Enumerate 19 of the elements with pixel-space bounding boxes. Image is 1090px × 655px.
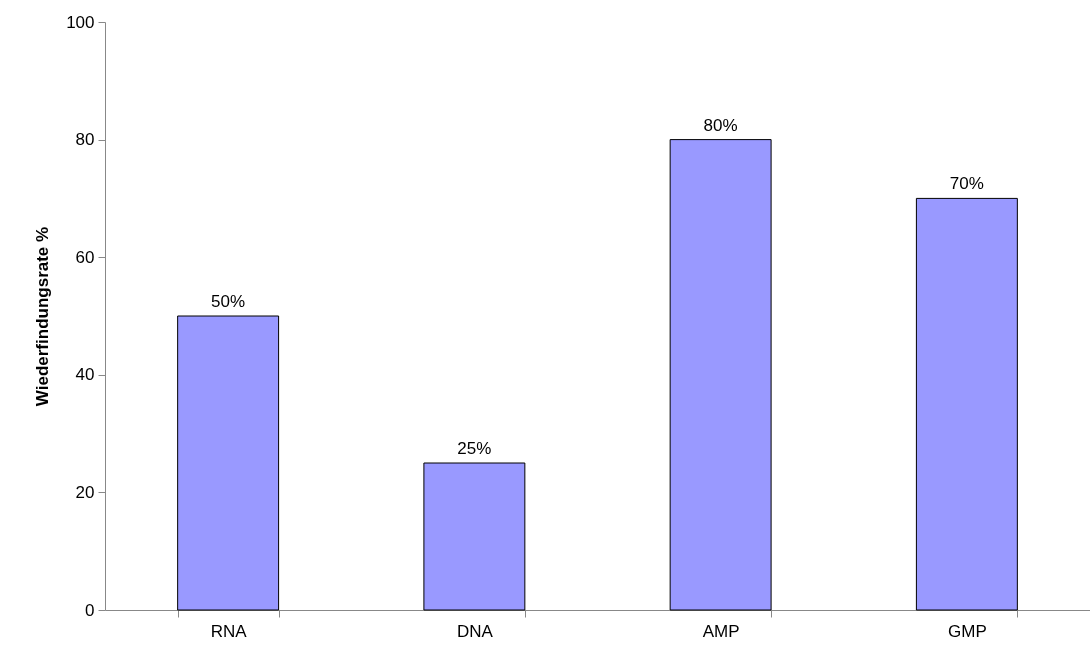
bar — [423, 462, 526, 611]
y-tick-label: 100 — [66, 12, 95, 32]
y-axis-title: Wiederfindungsrate % — [33, 226, 53, 407]
bar — [915, 197, 1018, 611]
y-tick-label: 40 — [75, 365, 95, 385]
x-tick-label: DNA — [456, 621, 494, 641]
bar — [669, 139, 772, 611]
y-tick-label: 20 — [75, 482, 95, 502]
data-label: 80% — [703, 115, 738, 135]
y-tick-label: 80 — [75, 130, 95, 150]
x-tick-label: GMP — [948, 621, 987, 641]
x-tick-label: RNA — [210, 621, 248, 641]
x-tick-label: AMP — [702, 621, 740, 641]
data-label: 50% — [211, 292, 246, 311]
data-label: 70% — [949, 174, 984, 194]
y-tick-label: 0 — [85, 600, 95, 620]
y-tick-label: 60 — [75, 247, 95, 267]
bar — [177, 315, 280, 611]
data-label: 25% — [457, 439, 492, 458]
